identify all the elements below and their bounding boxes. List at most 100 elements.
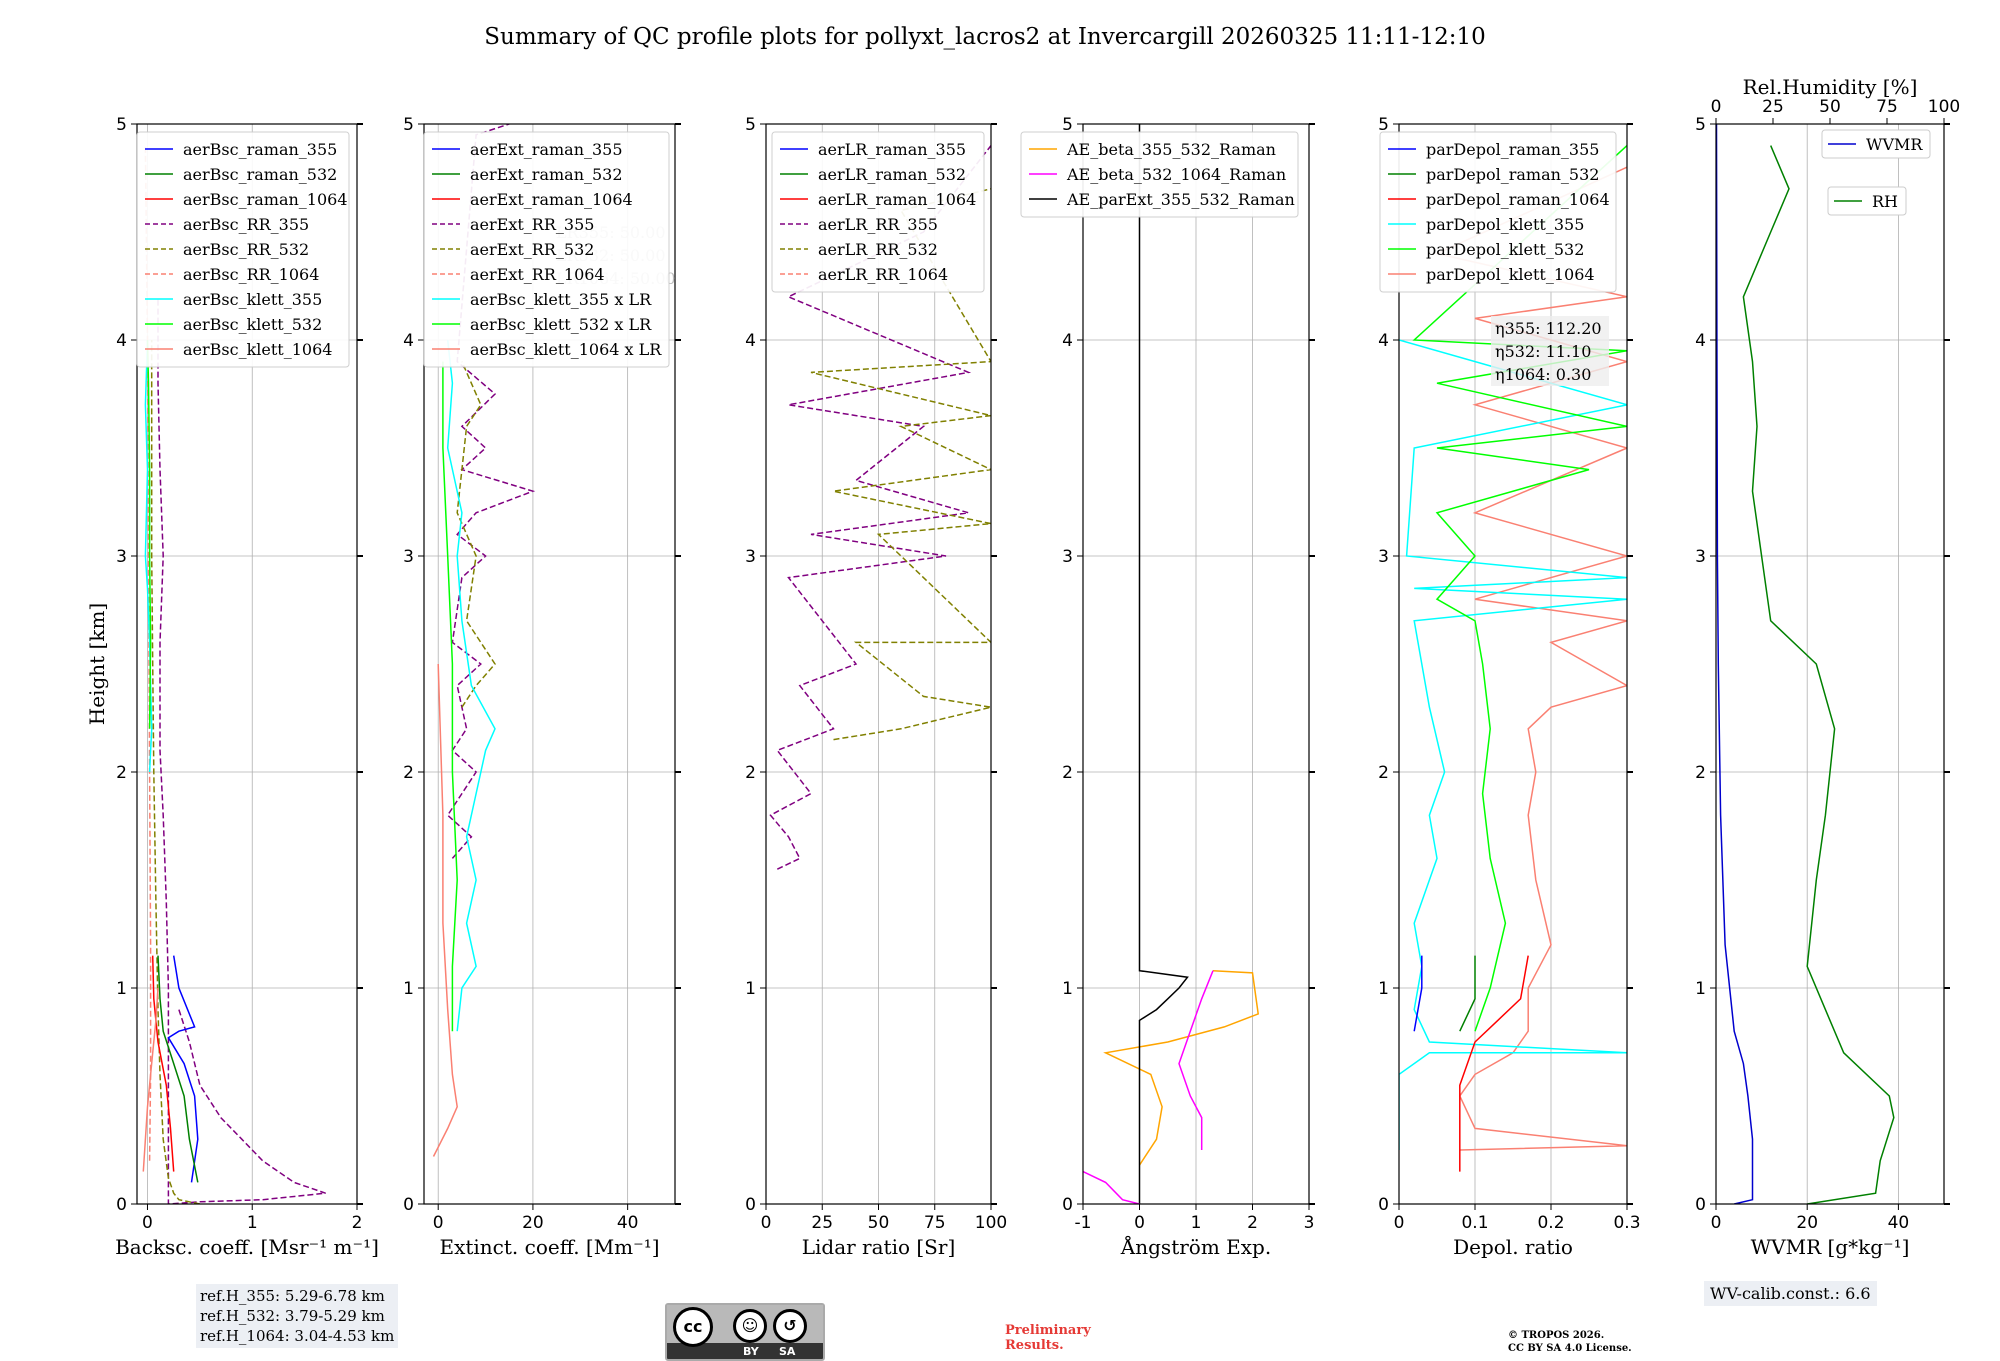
top-tick-label: 50 bbox=[1819, 97, 1841, 117]
y-tick-label: 4 bbox=[403, 331, 414, 351]
y-tick-label: 5 bbox=[116, 115, 127, 135]
axes-frame bbox=[136, 123, 358, 1205]
legend-entry: aerExt_RR_532 bbox=[470, 240, 594, 259]
x-tick-label: 20 bbox=[1796, 1213, 1818, 1233]
axes-frame bbox=[1398, 123, 1628, 1205]
x-tick-label: 0.1 bbox=[1461, 1213, 1488, 1233]
top-tick-label: 25 bbox=[1762, 97, 1784, 117]
annotation-line: η1064: 0.30 bbox=[1495, 365, 1591, 384]
y-tick-label: 0 bbox=[1062, 1195, 1073, 1215]
top-tick-label: 75 bbox=[1876, 97, 1898, 117]
y-tick-label: 1 bbox=[745, 979, 756, 999]
series-parDepol_klett_532 bbox=[1412, 145, 1627, 1032]
legend-entry: aerExt_raman_532 bbox=[470, 165, 623, 184]
y-tick-label: 5 bbox=[745, 115, 756, 135]
series-aerBsc_klett_1064 bbox=[142, 987, 159, 1172]
x-tick-label: -1 bbox=[1075, 1213, 1092, 1233]
x-tick-label: 25 bbox=[811, 1213, 833, 1233]
series-magenta-low bbox=[1083, 1170, 1140, 1204]
series-parDepol_raman_1064 bbox=[1459, 955, 1529, 1172]
y-tick-label: 4 bbox=[1378, 331, 1389, 351]
preliminary-note: Preliminary Results. bbox=[1005, 1323, 1091, 1353]
y-tick-label: 2 bbox=[1695, 763, 1706, 783]
y-tick-label: 0 bbox=[116, 1195, 127, 1215]
chart-panel-3: 0 25 50 75 100 0 1 2 3 4 5 Lidar ratio [Sr] aerLR_ra… bbox=[745, 115, 1007, 1259]
preliminary-line-2: Results. bbox=[1005, 1338, 1064, 1353]
cc-sa-label: SA bbox=[779, 1345, 796, 1358]
cc-by-label: BY bbox=[743, 1345, 759, 1358]
y-tick-label: 1 bbox=[1378, 979, 1389, 999]
series-parDepol_klett_355 bbox=[1399, 339, 1627, 1150]
y-tick-label: 2 bbox=[1378, 763, 1389, 783]
top-tick-label: 100 bbox=[1928, 97, 1960, 117]
x-axis-label: Backsc. coeff. [Msr⁻¹ m⁻¹] bbox=[115, 1235, 379, 1259]
series-aerBsc_klett_532 bbox=[146, 339, 152, 729]
preliminary-line-1: Preliminary bbox=[1005, 1323, 1091, 1338]
x-tick-label: 0.2 bbox=[1537, 1213, 1564, 1233]
legend-entry: parDepol_raman_1064 bbox=[1426, 190, 1610, 209]
y-tick-label: 3 bbox=[1695, 547, 1706, 567]
legend-entry: aerBsc_klett_355 x LR bbox=[470, 290, 652, 309]
ref-height-355: ref.H_355: 5.29-6.78 km bbox=[200, 1287, 385, 1305]
x-tick-label: 3 bbox=[1304, 1213, 1315, 1233]
axes-frame bbox=[1082, 123, 1310, 1205]
x-tick-label: 0 bbox=[433, 1213, 444, 1233]
legend-box bbox=[1020, 131, 1299, 218]
legend-entry: RH bbox=[1872, 192, 1898, 211]
legend-box bbox=[136, 131, 350, 368]
series-aerExt_RR_532 bbox=[456, 361, 496, 708]
x-tick-label: 0 bbox=[761, 1213, 772, 1233]
y-tick-label: 4 bbox=[1695, 331, 1706, 351]
legend-entry: aerBsc_RR_355 bbox=[183, 215, 309, 234]
x-tick-label: 0 bbox=[1394, 1213, 1405, 1233]
legend-entry: aerBsc_klett_532 bbox=[183, 315, 322, 334]
y-tick-label: 0 bbox=[1695, 1195, 1706, 1215]
series-aerBsc_klett_355 bbox=[144, 339, 153, 773]
y-tick-label: 1 bbox=[1695, 979, 1706, 999]
chart-panel-6: 0 20 40 0 1 2 3 4 5 WVMR [g*kg⁻¹] 0 25 50 75 100 Rel.Hu… bbox=[1695, 75, 1960, 1259]
series-group bbox=[432, 124, 536, 1157]
x-tick-label: 1 bbox=[1191, 1213, 1202, 1233]
y-tick-label: 5 bbox=[1062, 115, 1073, 135]
ref-height-532: ref.H_532: 3.79-5.29 km bbox=[200, 1307, 385, 1325]
legend-entry: aerLR_raman_1064 bbox=[818, 190, 976, 209]
legend-entry: aerLR_RR_1064 bbox=[818, 265, 948, 284]
y-tick-label: 5 bbox=[1378, 115, 1389, 135]
y-tick-label: 2 bbox=[116, 763, 127, 783]
wv-calibration-box: WV-calib.const.: 6.6 bbox=[1704, 1281, 1877, 1306]
legend-entry: aerBsc_klett_532 x LR bbox=[470, 315, 652, 334]
series-aerBsc_raman_1064 bbox=[151, 955, 175, 1172]
legend-entry: aerLR_RR_532 bbox=[818, 240, 938, 259]
x-tick-label: 0 bbox=[1134, 1213, 1145, 1233]
series-AE_parExt_355_532_Raman bbox=[1138, 124, 1189, 1204]
cc-logo-icon: cc bbox=[673, 1307, 713, 1347]
axes-frame bbox=[765, 123, 992, 1205]
series-group bbox=[1399, 145, 1627, 1172]
series-AE_beta_355_532_Raman bbox=[1103, 969, 1260, 1166]
figure-title: Summary of QC profile plots for pollyxt_… bbox=[484, 24, 1485, 50]
series-aerBsc_klett_1064 x LR bbox=[432, 663, 458, 1157]
y-tick-label: 4 bbox=[745, 331, 756, 351]
y-tick-label: 4 bbox=[1062, 331, 1073, 351]
legend-entry: aerBsc_klett_1064 bbox=[183, 340, 332, 359]
x-tick-label: 2 bbox=[1247, 1213, 1258, 1233]
legend-entry: aerExt_RR_1064 bbox=[470, 265, 605, 284]
x-tick-label: 20 bbox=[522, 1213, 544, 1233]
top-tick-label: 0 bbox=[1711, 97, 1722, 117]
copyright-line-1: © TROPOS 2026. bbox=[1508, 1330, 1605, 1341]
y-tick-label: 2 bbox=[403, 763, 414, 783]
y-tick-label: 5 bbox=[403, 115, 414, 135]
x-tick-label: 0.3 bbox=[1613, 1213, 1640, 1233]
legend-entry: aerBsc_RR_1064 bbox=[183, 265, 319, 284]
y-tick-label: 1 bbox=[1062, 979, 1073, 999]
x-axis-label: Ångström Exp. bbox=[1120, 1234, 1271, 1259]
legend-entry: aerLR_RR_355 bbox=[818, 215, 938, 234]
legend-entry: parDepol_klett_532 bbox=[1426, 240, 1584, 259]
copyright-note: © TROPOS 2026. CC BY SA 4.0 License. bbox=[1508, 1329, 1632, 1355]
legend-box bbox=[423, 131, 670, 368]
y-tick-label: 3 bbox=[1062, 547, 1073, 567]
legend-entry: aerLR_raman_532 bbox=[818, 165, 966, 184]
